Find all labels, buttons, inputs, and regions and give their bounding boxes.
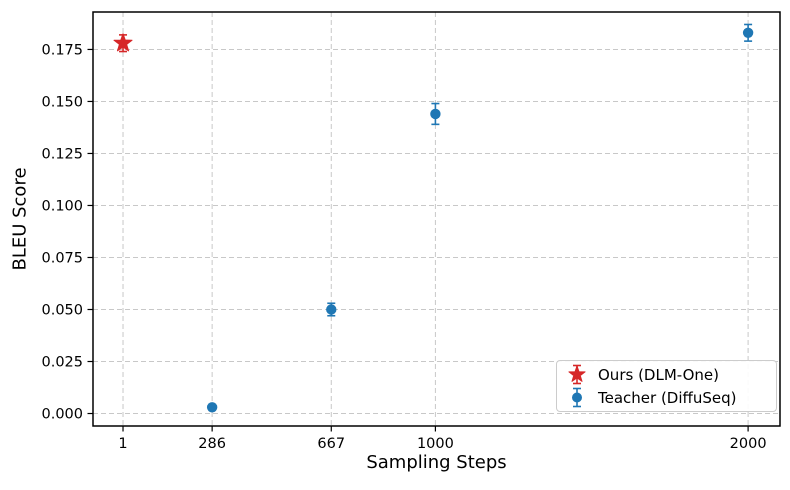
y-tick-label: 0.100 bbox=[41, 198, 83, 214]
y-tick-label: 0.150 bbox=[41, 94, 83, 110]
star-marker-icon bbox=[568, 364, 586, 385]
x-tick-label: 1000 bbox=[417, 436, 454, 452]
y-tick-label: 0.000 bbox=[41, 407, 83, 423]
legend-item-teacher: Teacher (DiffuSeq) bbox=[563, 386, 770, 409]
data-point-star bbox=[113, 33, 133, 52]
axes-frame bbox=[92, 11, 781, 427]
legend-label-teacher: Teacher (DiffuSeq) bbox=[598, 388, 737, 407]
x-tick-label: 2000 bbox=[730, 436, 767, 452]
x-axis-title: Sampling Steps bbox=[366, 452, 507, 473]
y-axis-title: BLEU Score bbox=[9, 167, 31, 271]
y-tick-label: 0.025 bbox=[41, 355, 83, 371]
y-tick-label: 0.125 bbox=[41, 146, 83, 162]
legend-item-ours: Ours (DLM-One) bbox=[563, 363, 770, 386]
y-tick-label: 0.075 bbox=[41, 250, 83, 266]
series-circle bbox=[206, 23, 754, 413]
x-tick-label: 1 bbox=[118, 436, 127, 452]
data-point-circle bbox=[206, 402, 218, 413]
legend: Ours (DLM-One) Teacher (DiffuSeq) bbox=[556, 360, 777, 412]
series-star bbox=[113, 33, 133, 53]
x-tick-label: 286 bbox=[198, 436, 226, 452]
circle-marker-icon bbox=[572, 387, 582, 408]
y-tick-label: 0.175 bbox=[41, 42, 83, 58]
data-point-circle bbox=[326, 304, 337, 315]
data-point-circle bbox=[430, 108, 441, 120]
x-tick-label: 667 bbox=[317, 436, 345, 452]
data-point-circle bbox=[742, 27, 754, 39]
legend-label-ours: Ours (DLM-One) bbox=[598, 365, 719, 384]
y-tick-label: 0.050 bbox=[41, 302, 83, 318]
